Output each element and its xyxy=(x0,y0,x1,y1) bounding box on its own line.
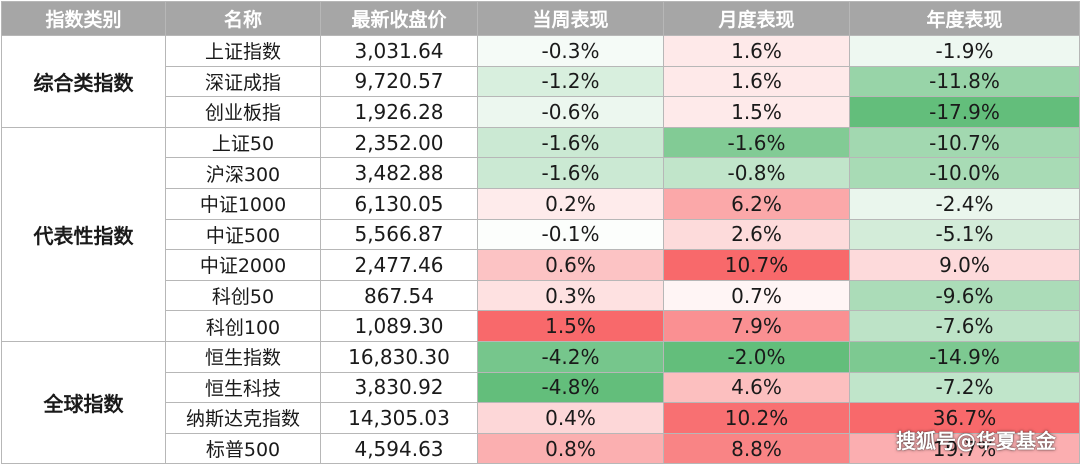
close-price-cell: 16,830.30 xyxy=(320,340,478,373)
close-price-cell: 6,130.05 xyxy=(320,187,478,220)
weekly-change-cell: -0.6% xyxy=(477,96,664,128)
weekly-change-cell: -0.3% xyxy=(477,35,664,67)
monthly-change-cell: -0.8% xyxy=(663,157,850,189)
table-row: 恒生科技 3,830.92 -4.8% 4.6% -7.2% xyxy=(2,371,1080,404)
table-row: 创业板指 1,926.28 -0.6% 1.5% -17.9% xyxy=(2,96,1080,128)
close-price-cell: 3,482.88 xyxy=(320,157,478,189)
index-name-cell: 纳斯达克指数 xyxy=(165,402,321,434)
monthly-change-cell: 1.6% xyxy=(663,65,850,98)
close-price-cell: 3,031.64 xyxy=(320,35,478,67)
yearly-change-cell: -2.4% xyxy=(849,187,1080,220)
header-row: 指数类别 名称 最新收盘价 当周表现 月度表现 年度表现 xyxy=(1,1,1080,36)
close-price-cell: 2,352.00 xyxy=(320,126,478,159)
table-row: 综合类指数 上证指数 3,031.64 -0.3% 1.6% -1.9% xyxy=(1,35,1080,128)
monthly-change-cell: 1.5% xyxy=(663,96,850,128)
index-name-cell: 中证1000 xyxy=(165,187,321,220)
yearly-change-cell: -7.2% xyxy=(849,371,1080,404)
monthly-change-cell: 2.6% xyxy=(663,218,850,251)
close-price-cell: 1,926.28 xyxy=(320,96,478,128)
index-name-cell: 科创100 xyxy=(165,310,321,342)
close-price-cell: 5,566.87 xyxy=(320,218,478,251)
table-header: 指数类别 名称 最新收盘价 当周表现 月度表现 年度表现 xyxy=(1,1,1080,36)
close-price-cell: 1,089.30 xyxy=(320,310,478,342)
yearly-change-cell: -9.6% xyxy=(849,279,1080,312)
index-name-cell: 上证指数 xyxy=(165,35,321,67)
header-name: 名称 xyxy=(165,1,321,36)
weekly-change-cell: 0.8% xyxy=(477,432,664,464)
index-name-cell: 深证成指 xyxy=(165,65,321,98)
header-weekly: 当周表现 xyxy=(477,1,664,36)
yearly-change-cell: -1.9% xyxy=(849,35,1080,67)
weekly-change-cell: 0.3% xyxy=(477,279,664,312)
monthly-change-cell: 8.8% xyxy=(663,432,850,464)
weekly-change-cell: -0.1% xyxy=(477,218,664,251)
index-name-cell: 恒生科技 xyxy=(165,371,321,404)
header-category: 指数类别 xyxy=(1,1,166,36)
index-name-cell: 中证500 xyxy=(165,218,321,251)
close-price-cell: 2,477.46 xyxy=(320,249,478,281)
weekly-change-cell: -4.8% xyxy=(477,371,664,404)
index-name-cell: 标普500 xyxy=(165,432,321,464)
weekly-change-cell: -4.2% xyxy=(477,340,664,373)
monthly-change-cell: -1.6% xyxy=(663,126,850,159)
close-price-cell: 867.54 xyxy=(320,279,478,312)
close-price-cell: 14,305.03 xyxy=(320,402,478,434)
monthly-change-cell: 0.7% xyxy=(663,279,850,312)
category-cell: 代表性指数 xyxy=(1,126,166,342)
index-name-cell: 恒生指数 xyxy=(165,340,321,373)
yearly-change-cell: 9.0% xyxy=(849,249,1080,281)
weekly-change-cell: -1.2% xyxy=(477,65,664,98)
weekly-change-cell: 0.4% xyxy=(477,402,664,434)
weekly-change-cell: 0.6% xyxy=(477,249,664,281)
header-yearly: 年度表现 xyxy=(849,1,1080,36)
yearly-change-cell: -11.8% xyxy=(849,65,1080,98)
table-body: 综合类指数 上证指数 3,031.64 -0.3% 1.6% -1.9% 深证成指 9,720… xyxy=(1,35,1080,464)
watermark: 搜狐号@华夏基金 xyxy=(896,429,1056,453)
monthly-change-cell: 6.2% xyxy=(663,187,850,220)
monthly-change-cell: -2.0% xyxy=(663,340,850,373)
close-price-cell: 4,594.63 xyxy=(320,432,478,464)
index-name-cell: 创业板指 xyxy=(165,96,321,128)
yearly-change-cell: -10.7% xyxy=(849,126,1080,159)
category-cell: 综合类指数 xyxy=(1,35,166,128)
close-price-cell: 9,720.57 xyxy=(320,65,478,98)
table-row: 中证500 5,566.87 -0.1% 2.6% -5.1% xyxy=(2,218,1080,251)
monthly-change-cell: 10.7% xyxy=(663,249,850,281)
monthly-change-cell: 1.6% xyxy=(663,35,850,67)
index-name-cell: 科创50 xyxy=(165,279,321,312)
table-row: 中证2000 2,477.46 0.6% 10.7% 9.0% xyxy=(2,249,1080,281)
table-row: 标普500 4,594.63 0.8% 8.8% 19.7% xyxy=(2,432,1080,464)
close-price-cell: 3,830.92 xyxy=(320,371,478,404)
weekly-change-cell: 0.2% xyxy=(477,187,664,220)
index-name-cell: 沪深300 xyxy=(165,157,321,189)
weekly-change-cell: -1.6% xyxy=(477,126,664,159)
weekly-change-cell: -1.6% xyxy=(477,157,664,189)
table-row: 沪深300 3,482.88 -1.6% -0.8% -10.0% xyxy=(2,157,1080,189)
table-row: 全球指数 恒生指数 16,830.30 -4.2% -2.0% -14.9% xyxy=(1,340,1080,464)
yearly-change-cell: -7.6% xyxy=(849,310,1080,342)
yearly-change-cell: -17.9% xyxy=(849,96,1080,128)
header-monthly: 月度表现 xyxy=(663,1,850,36)
yearly-change-cell: -10.0% xyxy=(849,157,1080,189)
index-name-cell: 中证2000 xyxy=(165,249,321,281)
table-row: 纳斯达克指数 14,305.03 0.4% 10.2% 36.7% xyxy=(2,402,1080,434)
monthly-change-cell: 4.6% xyxy=(663,371,850,404)
table-row: 中证1000 6,130.05 0.2% 6.2% -2.4% xyxy=(2,187,1080,220)
table-row: 科创100 1,089.30 1.5% 7.9% -7.6% xyxy=(2,310,1080,342)
weekly-change-cell: 1.5% xyxy=(477,310,664,342)
monthly-change-cell: 7.9% xyxy=(663,310,850,342)
header-close: 最新收盘价 xyxy=(320,1,478,36)
monthly-change-cell: 10.2% xyxy=(663,402,850,434)
index-name-cell: 上证50 xyxy=(165,126,321,159)
category-cell: 全球指数 xyxy=(1,340,166,464)
table-row: 代表性指数 上证50 2,352.00 -1.6% -1.6% -10.7% xyxy=(1,126,1080,342)
yearly-change-cell: 19.7% xyxy=(849,432,1080,464)
yearly-change-cell: -5.1% xyxy=(849,218,1080,251)
yearly-change-cell: -14.9% xyxy=(849,340,1080,373)
